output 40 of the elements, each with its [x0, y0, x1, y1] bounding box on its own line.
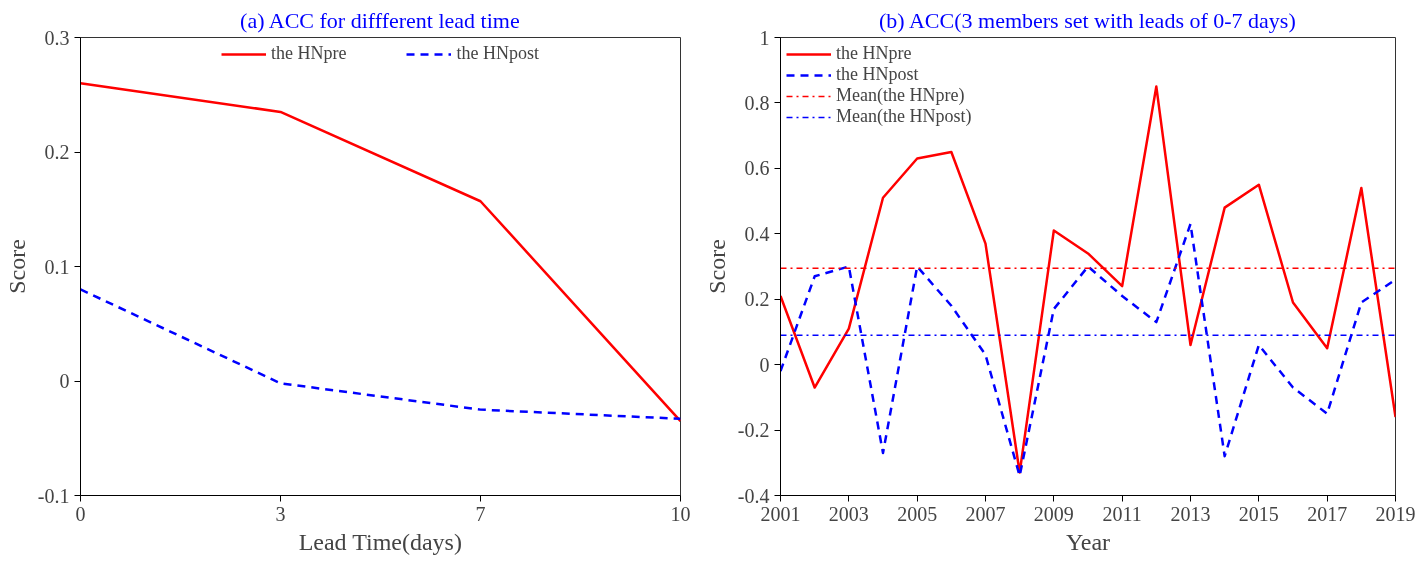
- chart-title: (b) ACC(3 members set with leads of 0-7 days): [879, 7, 1296, 33]
- x-tick-label: 0: [75, 502, 86, 525]
- x-tick-label: 2015: [1238, 502, 1279, 525]
- y-axis-title: Score: [703, 239, 730, 294]
- y-tick-label: 0: [59, 370, 70, 392]
- x-tick-label: 2007: [965, 502, 1006, 525]
- x-tick-label: 2003: [828, 502, 869, 525]
- y-tick-label: 0: [759, 353, 770, 376]
- legend-label: Mean(the HNpost): [836, 106, 972, 127]
- x-tick-label: 2009: [1033, 502, 1074, 525]
- legend-label: the HNpost: [836, 64, 919, 85]
- y-tick-label: 0.6: [744, 157, 770, 180]
- x-axis-title: Lead Time(days): [298, 528, 462, 555]
- y-axis-title: Score: [3, 239, 30, 294]
- y-tick-label: 1: [759, 26, 770, 49]
- y-tick-label: -0.2: [737, 419, 770, 442]
- x-tick-label: 3: [275, 502, 286, 525]
- x-tick-label: 2017: [1307, 502, 1348, 525]
- legend-label: Mean(the HNpre): [836, 85, 965, 106]
- y-tick-label: 0.4: [744, 222, 770, 245]
- y-tick-label: 0.2: [744, 288, 770, 311]
- y-tick-label: 0.2: [44, 141, 70, 163]
- x-tick-label: 10: [670, 502, 691, 525]
- legend-label: the HNpre: [271, 43, 347, 64]
- line-series: [780, 85, 1396, 474]
- legend-label: the HNpost: [456, 43, 539, 64]
- x-tick-label: 2011: [1102, 502, 1142, 525]
- x-axis-title: Year: [1065, 528, 1111, 555]
- y-tick-label: 0.8: [744, 91, 770, 114]
- line-series: [80, 288, 681, 421]
- y-tick-label: 0.3: [44, 26, 70, 49]
- line-series: [80, 82, 681, 423]
- x-tick-label: 2019: [1375, 502, 1416, 525]
- y-tick-label: -0.1: [37, 484, 70, 507]
- x-tick-label: 7: [475, 502, 486, 525]
- x-tick-label: 2005: [897, 502, 938, 525]
- y-tick-label: 0.1: [44, 255, 70, 278]
- x-tick-label: 2013: [1170, 502, 1211, 525]
- legend-label: the HNpre: [836, 43, 912, 64]
- chart-title: (a) ACC for diffferent lead time: [240, 7, 520, 33]
